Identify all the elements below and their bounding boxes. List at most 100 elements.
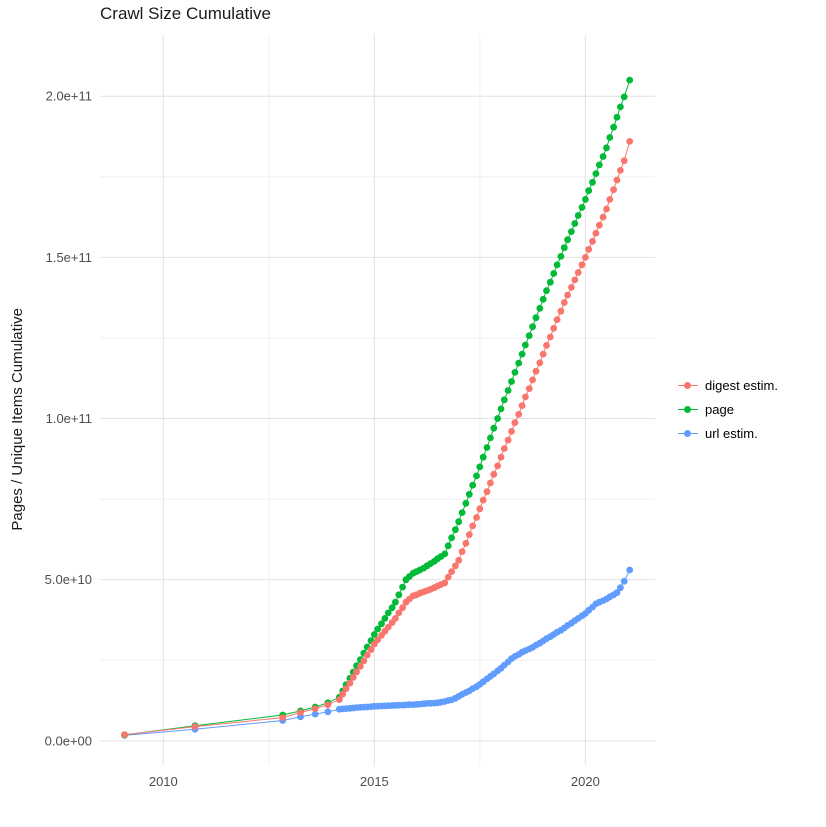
legend-item-page: page (678, 402, 778, 417)
data-point (599, 213, 607, 221)
data-point (469, 522, 477, 530)
data-point (522, 393, 529, 401)
data-point (363, 651, 371, 659)
data-point (473, 514, 480, 521)
data-point (532, 314, 540, 322)
data-point (374, 625, 382, 633)
data-point (568, 228, 575, 236)
data-point (525, 385, 533, 392)
data-point (589, 237, 596, 245)
data-point (515, 410, 523, 418)
data-point (571, 220, 579, 227)
data-point (381, 615, 389, 622)
data-point (497, 453, 505, 461)
data-point (546, 333, 554, 341)
data-point (574, 269, 582, 276)
data-point (494, 462, 501, 470)
data-point (311, 705, 319, 712)
data-point (626, 76, 634, 84)
legend-item-url-estim: url estim. (678, 426, 778, 441)
y-tick-label: 2.0e+11 (46, 89, 92, 104)
data-point (543, 287, 550, 294)
data-point (578, 261, 586, 269)
data-point (532, 367, 540, 375)
data-point (346, 679, 354, 687)
legend-key-icon (678, 403, 698, 417)
data-point (448, 534, 455, 542)
data-point (441, 579, 449, 587)
data-point (452, 526, 459, 534)
data-point (490, 424, 498, 432)
x-tick-label: 2015 (360, 774, 389, 789)
data-point (529, 376, 536, 384)
data-point (515, 359, 523, 367)
data-point (483, 444, 491, 451)
data-point (455, 518, 463, 526)
data-point (476, 505, 484, 513)
data-point (458, 509, 466, 516)
legend-label: page (705, 402, 734, 417)
legend-key-icon (678, 427, 698, 441)
data-point (557, 307, 565, 315)
data-point (610, 186, 617, 194)
data-point (279, 714, 287, 721)
data-point (574, 212, 582, 219)
data-point (448, 568, 455, 575)
data-point (536, 359, 544, 367)
data-point (497, 405, 505, 413)
chart-title: Crawl Size Cumulative (100, 4, 271, 23)
legend: digest estim. page url estim. (678, 378, 778, 441)
data-point (592, 170, 600, 178)
data-point (585, 245, 593, 253)
x-tick-label: 2020 (571, 774, 600, 789)
data-point (335, 696, 343, 703)
legend-label: url estim. (705, 426, 758, 441)
data-point (469, 481, 477, 489)
data-point (620, 577, 628, 585)
data-point (324, 708, 332, 716)
data-point (191, 723, 199, 730)
data-point (613, 113, 621, 121)
data-point (568, 284, 575, 291)
data-point (367, 646, 375, 653)
data-point (473, 472, 480, 480)
series-line (124, 569, 631, 736)
legend-key-icon (678, 379, 698, 393)
data-point (539, 350, 547, 358)
data-point (476, 463, 484, 471)
data-point (490, 470, 498, 478)
data-point (444, 542, 452, 550)
data-point (518, 350, 526, 358)
data-point (603, 205, 610, 213)
data-point (536, 304, 544, 312)
data-point (511, 419, 519, 427)
axis-labels: 0.0e+00 5.0e+10 1.0e+11 1.5e+11 2.0e+11 2010 2… (45, 89, 600, 789)
y-tick-label: 1.0e+11 (46, 411, 92, 426)
data-point (550, 270, 558, 277)
legend-label: digest estim. (705, 378, 778, 393)
data-point (550, 324, 558, 332)
data-point (511, 369, 519, 376)
data-point (560, 299, 568, 306)
data-point (465, 531, 473, 538)
data-point (353, 668, 360, 676)
data-point (444, 573, 452, 581)
x-tick-label: 2010 (149, 774, 178, 789)
data-point (342, 685, 350, 692)
data-point (487, 479, 494, 487)
data-point (595, 221, 603, 229)
data-point (564, 291, 571, 299)
data-point (592, 229, 600, 237)
data-point (500, 445, 508, 452)
data-point (578, 204, 586, 211)
data-point (483, 488, 491, 496)
data-point (392, 615, 399, 622)
data-point (582, 254, 589, 261)
data-point (357, 663, 364, 670)
gridlines (100, 35, 655, 765)
data-point (504, 387, 512, 394)
data-point (479, 496, 487, 504)
data-point (613, 176, 621, 184)
